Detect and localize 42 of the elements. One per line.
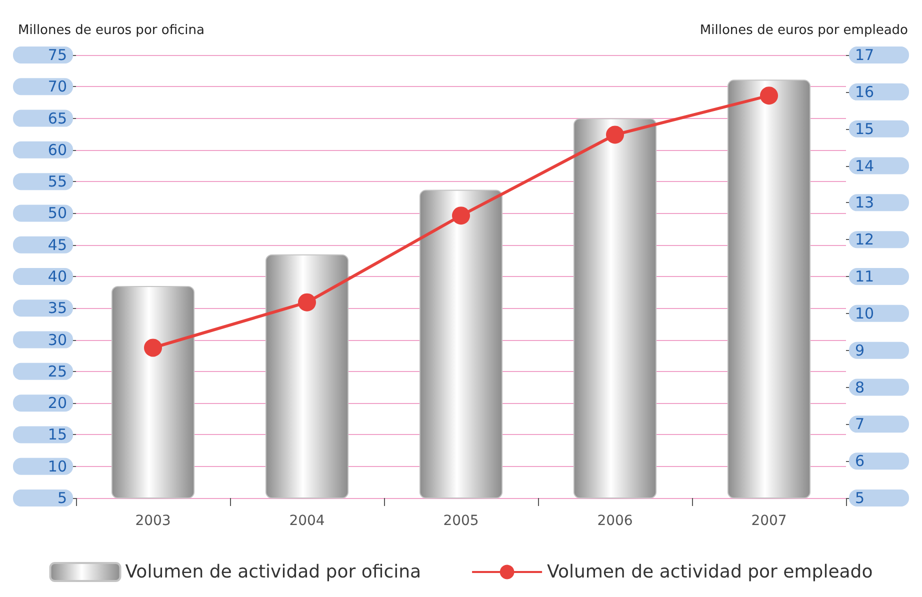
y2-tick-label: 10 [855,304,874,322]
legend-label: Volumen de actividad por empleado [547,562,873,582]
point [452,206,470,225]
y2-tick-label: 5 [855,489,865,507]
y-tick-label: 70 [48,78,67,96]
legend-label: Volumen de actividad por oficina [125,562,422,582]
y-tick-label: 25 [48,362,67,380]
point [606,126,624,144]
y2-tick-label: 13 [855,194,874,212]
y2-tick-label: 16 [855,82,874,101]
y2-tick-label: 9 [855,341,865,360]
y-tick-label: 15 [48,426,67,444]
point [298,293,316,312]
x-tick-label: 2006 [597,513,633,529]
y-axis-title: Millones de euros por oficina [18,23,204,38]
y-tick-label: 10 [48,457,67,476]
x-tick-label: 2005 [443,513,479,529]
y2-tick-label: 12 [855,230,874,249]
y-tick-label: 40 [48,268,67,286]
y2-tick-label: 7 [855,415,865,434]
x-tick-label: 2003 [135,513,171,529]
y2-tick-label: 14 [855,156,874,175]
y-tick-label: 45 [48,236,67,254]
y2-tick-label: 11 [855,268,874,286]
y-tick-label: 65 [48,109,67,128]
y-tick-label: 35 [48,299,67,318]
y2-tick-label: 8 [855,378,865,396]
y-tick-label: 5 [57,489,67,507]
y-tick-label: 30 [48,330,67,349]
y2-axis-title: Millones de euros por empleado [700,23,908,38]
y2-tick-label: 6 [855,452,865,470]
y2-tick-label: 15 [855,120,874,138]
x-tick-label: 2004 [289,513,325,529]
y-tick-label: 60 [48,140,67,159]
point [760,86,778,105]
y-tick-label: 75 [48,46,67,64]
y-tick-label: 55 [48,172,67,191]
y2-tick-label: 17 [855,46,874,64]
point [144,338,162,357]
x-tick-label: 2007 [751,513,787,529]
y-tick-label: 20 [48,394,67,412]
y-tick-label: 50 [48,204,67,222]
